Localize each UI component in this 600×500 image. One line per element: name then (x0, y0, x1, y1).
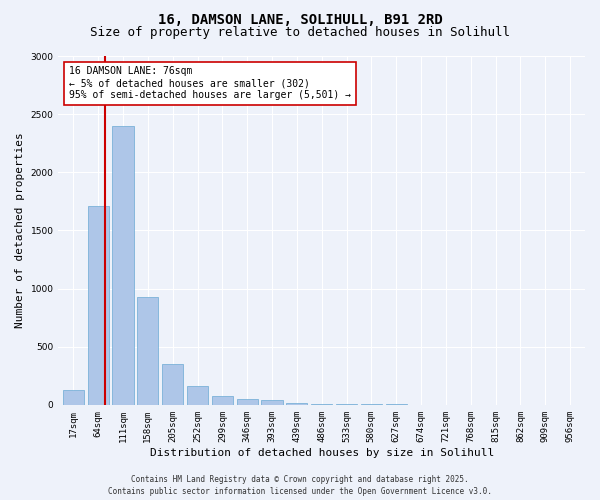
Bar (112, 126, 134, 405)
Bar (361, 404, 382, 405)
Bar (162, 364, 183, 405)
Bar (262, 400, 283, 405)
Bar (137, 296, 158, 405)
Text: 16, DAMSON LANE, SOLIHULL, B91 2RD: 16, DAMSON LANE, SOLIHULL, B91 2RD (158, 12, 442, 26)
Bar (88, 206, 109, 405)
X-axis label: Distribution of detached houses by size in Solihull: Distribution of detached houses by size … (149, 448, 494, 458)
Y-axis label: Number of detached properties: Number of detached properties (15, 132, 25, 328)
Text: 16 DAMSON LANE: 76sqm
← 5% of detached houses are smaller (302)
95% of semi-deta: 16 DAMSON LANE: 76sqm ← 5% of detached h… (69, 66, 351, 100)
Bar (286, 402, 307, 405)
Text: Contains HM Land Registry data © Crown copyright and database right 2025.
Contai: Contains HM Land Registry data © Crown c… (108, 474, 492, 496)
Bar (63, 390, 84, 405)
Bar (187, 386, 208, 405)
Text: Size of property relative to detached houses in Solihull: Size of property relative to detached ho… (90, 26, 510, 39)
Bar (212, 396, 233, 405)
Bar (236, 399, 258, 405)
Bar (311, 404, 332, 405)
Bar (336, 404, 357, 405)
